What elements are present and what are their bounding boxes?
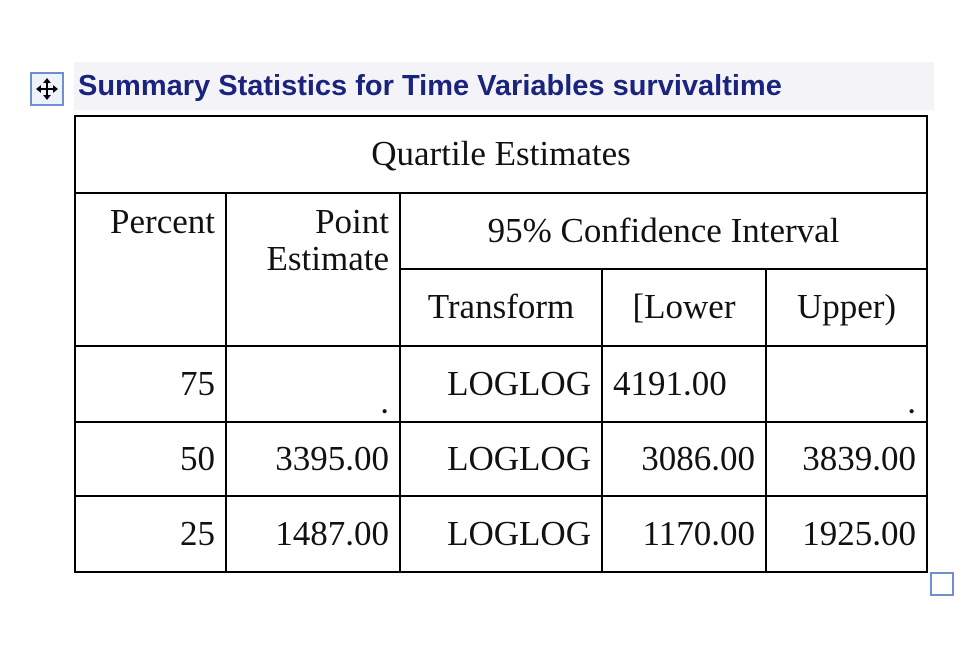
header-row-2: Transform [Lower Upper) xyxy=(75,268,929,347)
header-point-estimate-line2: Estimate xyxy=(266,238,389,278)
title-bar: Summary Statistics for Time Variables su… xyxy=(74,62,934,110)
cell-percent: 75 xyxy=(74,345,227,423)
table-row: 25 1487.00 LOGLOG 1170.00 1925.00 xyxy=(74,495,929,573)
cell-upper: 3839.00 xyxy=(764,421,929,497)
header-percent: Percent xyxy=(74,192,227,347)
table-caption: Quartile Estimates xyxy=(73,115,929,194)
cell-percent: 50 xyxy=(74,421,227,497)
cell-lower: 3086.00 xyxy=(601,421,767,497)
cell-transform: LOGLOG xyxy=(399,421,603,497)
header-point-estimate: Point Estimate xyxy=(225,192,401,347)
page-title: Summary Statistics for Time Variables su… xyxy=(78,69,782,102)
cell-point-estimate: . xyxy=(225,345,401,423)
cell-point-estimate: 3395.00 xyxy=(225,421,401,497)
table-caption-row: Quartile Estimates xyxy=(73,115,929,194)
header-row-1: Percent Point Estimate 95% Confidence In… xyxy=(74,192,929,347)
move-icon xyxy=(36,78,58,100)
table-row: 75 . LOGLOG 4191.00 . xyxy=(74,345,929,423)
header-confidence-interval: 95% Confidence Interval xyxy=(398,192,929,270)
cell-transform: LOGLOG xyxy=(399,345,603,423)
resize-icon[interactable] xyxy=(930,572,954,596)
cell-lower: 1170.00 xyxy=(601,495,767,573)
cell-transform: LOGLOG xyxy=(399,495,603,573)
cell-upper: . xyxy=(764,345,929,423)
cell-percent: 25 xyxy=(74,495,227,573)
cell-upper: 1925.00 xyxy=(764,495,929,573)
move-table-handle[interactable] xyxy=(30,72,64,106)
header-lower: [Lower xyxy=(601,268,767,347)
header-upper: Upper) xyxy=(764,268,929,347)
header-transform: Transform xyxy=(399,268,603,347)
header-point-estimate-line1: Point xyxy=(315,202,389,241)
quartile-estimates-table: Quartile Estimates Percent Point Estimat… xyxy=(73,115,929,573)
cell-lower: 4191.00 xyxy=(601,345,767,423)
table-row: 50 3395.00 LOGLOG 3086.00 3839.00 xyxy=(74,421,929,497)
cell-point-estimate: 1487.00 xyxy=(225,495,401,573)
